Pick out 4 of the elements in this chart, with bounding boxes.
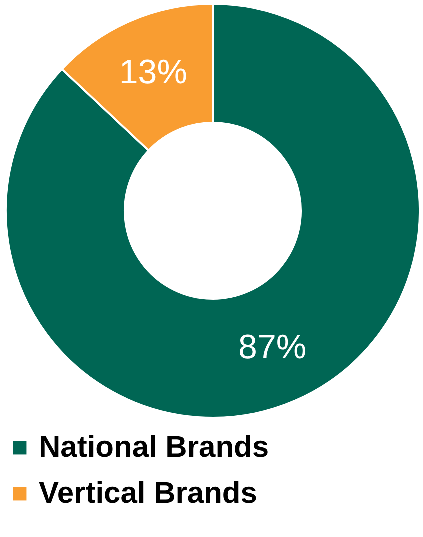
- legend-label: Vertical Brands: [39, 477, 258, 510]
- data-label: 87%: [238, 328, 307, 367]
- legend-label: National Brands: [39, 431, 270, 464]
- data-label: 13%: [119, 53, 188, 92]
